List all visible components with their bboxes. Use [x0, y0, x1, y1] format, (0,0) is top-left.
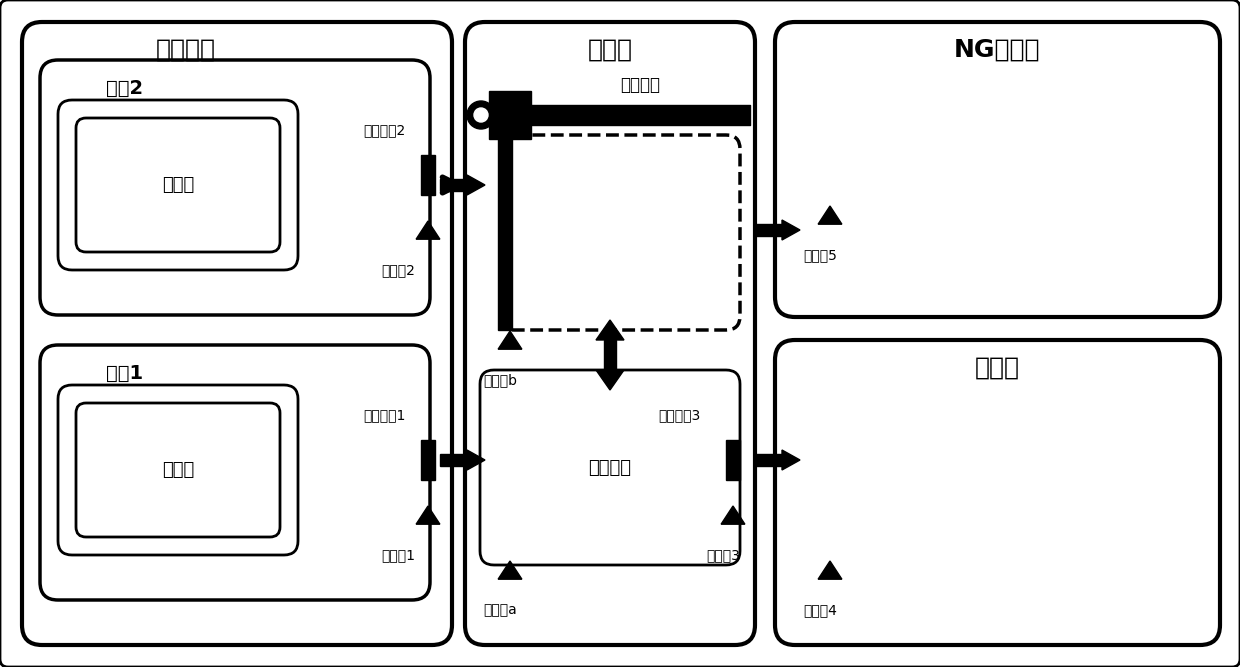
FancyBboxPatch shape [465, 22, 755, 645]
Text: NG收板箱: NG收板箱 [955, 38, 1040, 62]
FancyBboxPatch shape [58, 100, 298, 270]
FancyBboxPatch shape [40, 345, 430, 600]
Polygon shape [417, 506, 440, 524]
Polygon shape [467, 175, 485, 195]
Text: 阻挡气缸3: 阻挡气缸3 [658, 408, 701, 422]
Text: 传感器5: 传感器5 [804, 248, 837, 262]
Polygon shape [417, 221, 440, 239]
Text: 检测设备: 检测设备 [155, 38, 216, 62]
Polygon shape [467, 450, 485, 470]
Bar [725, 440, 740, 480]
Bar [440, 179, 467, 191]
Text: 阻挡气缸1: 阻挡气缸1 [363, 408, 405, 422]
FancyBboxPatch shape [40, 60, 430, 315]
Bar [498, 139, 512, 330]
Polygon shape [818, 206, 842, 224]
Circle shape [474, 108, 489, 122]
Text: 被测板: 被测板 [162, 461, 195, 479]
Text: 传感器3: 传感器3 [706, 548, 740, 562]
Text: 被测板: 被测板 [162, 176, 195, 194]
FancyBboxPatch shape [58, 385, 298, 555]
FancyBboxPatch shape [775, 340, 1220, 645]
Text: 工位1: 工位1 [107, 364, 144, 382]
FancyBboxPatch shape [480, 370, 740, 565]
FancyBboxPatch shape [76, 403, 280, 537]
Polygon shape [722, 506, 745, 524]
Polygon shape [782, 220, 800, 240]
Bar [422, 440, 435, 480]
Polygon shape [818, 561, 842, 579]
Text: 传感器a: 传感器a [484, 603, 517, 617]
Polygon shape [596, 370, 624, 390]
Polygon shape [498, 561, 522, 579]
Text: 传感器b: 传感器b [484, 373, 517, 387]
Text: 传感器1: 传感器1 [381, 548, 415, 562]
Text: 推板机构: 推板机构 [620, 76, 660, 94]
Text: 工位2: 工位2 [107, 79, 144, 97]
Polygon shape [498, 331, 522, 350]
Text: 传感器2: 传感器2 [381, 263, 415, 277]
FancyBboxPatch shape [22, 22, 453, 645]
Text: 流水线: 流水线 [975, 356, 1021, 380]
Text: 传感器4: 传感器4 [804, 603, 837, 617]
Text: 移载轨道: 移载轨道 [589, 458, 631, 476]
Polygon shape [596, 320, 624, 340]
Text: 移载机: 移载机 [588, 38, 632, 62]
Bar [755, 224, 782, 236]
Text: 阻挡气缸2: 阻挡气缸2 [363, 123, 405, 137]
FancyBboxPatch shape [775, 22, 1220, 317]
Bar [755, 454, 782, 466]
Polygon shape [782, 450, 800, 470]
Bar [422, 155, 435, 195]
Bar [440, 454, 467, 466]
Bar [489, 91, 531, 139]
Bar [604, 340, 616, 370]
FancyBboxPatch shape [76, 118, 280, 252]
Circle shape [467, 101, 495, 129]
